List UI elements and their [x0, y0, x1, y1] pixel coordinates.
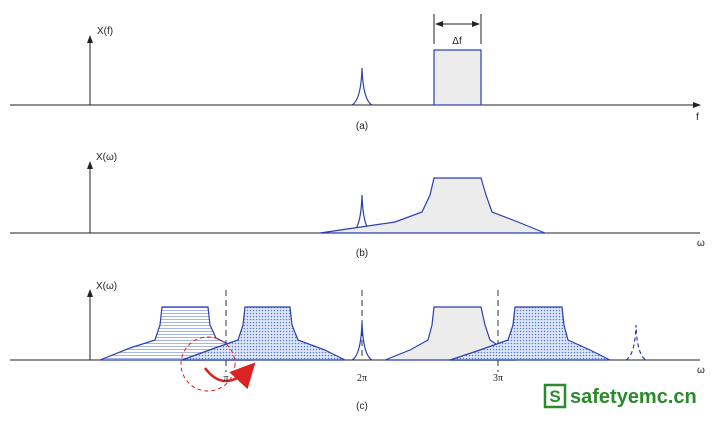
watermark-icon-box	[543, 383, 567, 409]
spike	[351, 321, 373, 361]
watermark-icon: S	[549, 387, 560, 406]
caption: (a)	[356, 121, 368, 132]
dashed-spike	[625, 324, 647, 361]
x-label: f	[696, 112, 699, 123]
axis-label: X(ω)	[96, 281, 117, 292]
band	[319, 177, 546, 234]
spike	[351, 67, 373, 106]
folded-band	[181, 306, 346, 361]
watermark: S safetyemc.cn	[543, 383, 697, 409]
mark-label: π	[223, 373, 228, 384]
watermark-text: safetyemc.cn	[570, 386, 697, 408]
x-label: ω	[697, 365, 705, 376]
panel-c: X(ω) π 2π 3π (c) ω	[10, 281, 705, 412]
caption: (c)	[356, 401, 368, 412]
mark-label: 3π	[493, 373, 503, 384]
folded-band	[449, 306, 611, 361]
fold-arrow	[203, 362, 256, 390]
band	[433, 49, 482, 106]
width-label: Δf	[452, 36, 462, 47]
mark-label: 2π	[357, 373, 367, 384]
panel-b: X(ω) (b) ω	[10, 152, 705, 259]
x-label: ω	[697, 238, 705, 249]
caption: (b)	[356, 248, 368, 259]
panel-a: X(f) Δf (a) f	[10, 14, 701, 132]
axis-label: X(f)	[97, 26, 113, 37]
axis-label: X(ω)	[96, 152, 117, 163]
